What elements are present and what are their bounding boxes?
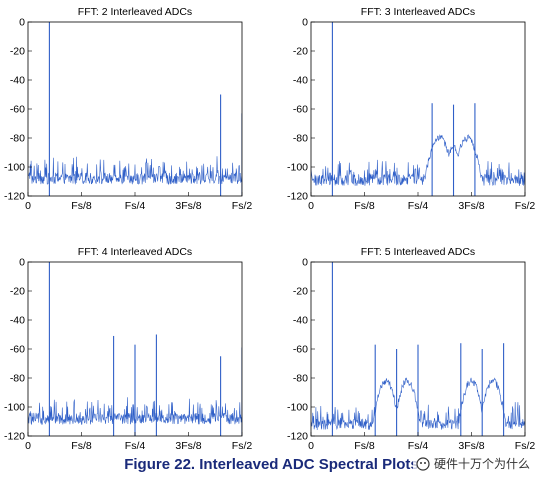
x-tick-label: 3Fs/8 [458,200,484,212]
chart-title: FFT: 3 Interleaved ADCs [361,6,475,18]
y-tick-label: -20 [293,46,308,58]
y-tick-label: -80 [10,373,25,385]
y-tick-label: -120 [4,431,25,443]
x-tick-label: 3Fs/8 [175,440,201,452]
chart-title: FFT: 4 Interleaved ADCs [78,246,192,258]
x-tick-label: 0 [25,200,31,212]
x-tick-label: 0 [308,440,314,452]
y-tick-label: -40 [10,315,25,327]
y-tick-label: 0 [302,257,308,269]
x-tick-label: 3Fs/8 [175,200,201,212]
y-tick-label: -100 [287,162,308,174]
x-tick-label: Fs/8 [354,200,375,212]
y-tick-label: -60 [10,104,25,116]
fft-panel: FFT: 3 Interleaved ADCs 0 -20 -40 -60 -80 -100… [287,6,535,212]
x-tick-label: Fs/8 [71,440,92,452]
y-tick-label: -40 [10,75,25,87]
y-tick-label: -60 [293,344,308,356]
fft-panel: FFT: 4 Interleaved ADCs 0 -20 -40 -60 -80 -100… [4,246,252,452]
y-tick-label: -60 [293,104,308,116]
y-tick-label: -20 [293,286,308,298]
y-tick-label: 0 [19,17,25,29]
y-tick-label: -120 [287,191,308,203]
y-tick-label: -20 [10,286,25,298]
x-tick-label: Fs/2 [515,200,536,212]
watermark: 硬件十万个为什么 [412,454,533,473]
chart-title: FFT: 2 Interleaved ADCs [78,6,192,18]
y-tick-label: -40 [293,315,308,327]
y-tick-label: -80 [10,133,25,145]
fft-panel: FFT: 2 Interleaved ADCs 0 -20 -40 -60 -80 -100… [4,6,252,212]
y-tick-label: -40 [293,75,308,87]
x-tick-label: 3Fs/8 [458,440,484,452]
x-tick-label: Fs/4 [125,440,146,452]
x-tick-label: Fs/4 [408,440,429,452]
x-tick-label: Fs/8 [354,440,375,452]
x-tick-label: Fs/4 [125,200,146,212]
watermark-text: 硬件十万个为什么 [433,457,530,471]
y-tick-label: -100 [4,162,25,174]
x-tick-label: 0 [25,440,31,452]
x-tick-label: Fs/2 [232,200,253,212]
y-tick-label: -80 [293,133,308,145]
wechat-icon [416,456,430,471]
x-tick-label: 0 [308,200,314,212]
y-tick-label: -120 [287,431,308,443]
fft-panel: FFT: 5 Interleaved ADCs 0 -20 -40 -60 -80 -100… [287,246,535,452]
spectrum-trace [311,134,525,187]
y-tick-label: 0 [302,17,308,29]
x-tick-label: Fs/4 [408,200,429,212]
y-tick-label: -60 [10,344,25,356]
chart-title: FFT: 5 Interleaved ADCs [361,246,475,258]
y-tick-label: -20 [10,46,25,58]
spectrum-trace [28,156,242,186]
y-tick-label: 0 [19,257,25,269]
y-tick-label: -100 [4,402,25,414]
figure-caption: Figure 22. Interleaved ADC Spectral Plot… [124,456,419,473]
x-tick-label: Fs/2 [232,440,253,452]
y-tick-label: -100 [287,402,308,414]
x-tick-label: Fs/8 [71,200,92,212]
x-tick-label: Fs/2 [515,440,536,452]
y-tick-label: -120 [4,191,25,203]
y-tick-label: -80 [293,373,308,385]
